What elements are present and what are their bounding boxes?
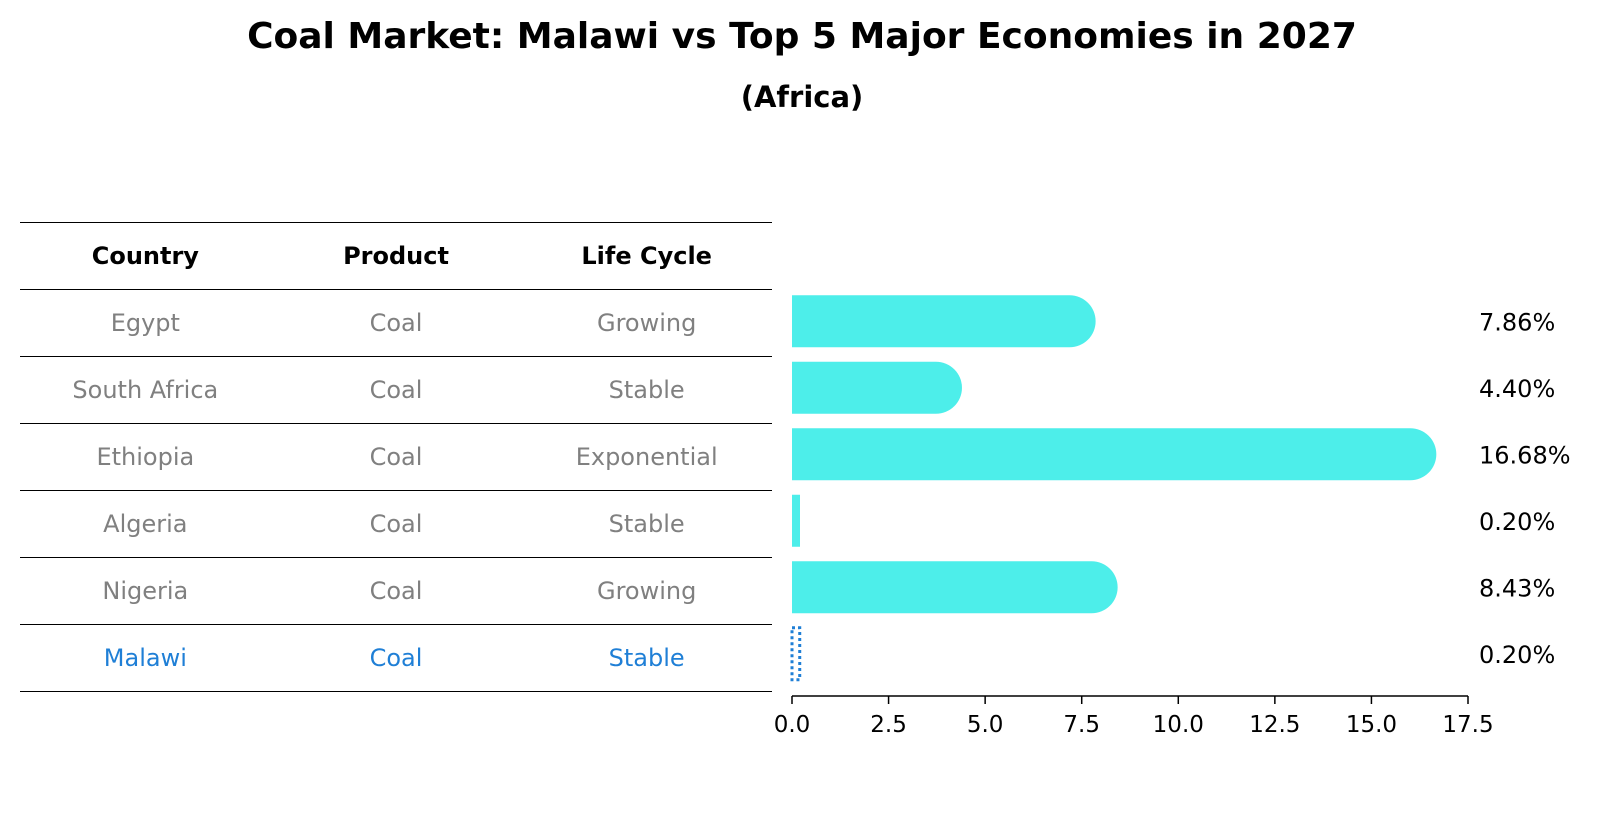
table-header-row: Country Product Life Cycle [20, 222, 772, 289]
table-row: Egypt Coal Growing [20, 289, 772, 356]
life-cycle-cell: Exponential [575, 443, 718, 471]
x-tick-label: 12.5 [1249, 712, 1300, 738]
life-cycle-cell: Growing [596, 577, 697, 605]
product-cell: Coal [369, 577, 423, 605]
value-label: 8.43% [1479, 574, 1555, 602]
x-tick-label: 17.5 [1442, 712, 1493, 738]
bar-egypt [792, 295, 1096, 348]
x-tick-label: 0.0 [774, 712, 811, 738]
product-cell: Coal [369, 510, 423, 538]
country-cell: Ethiopia [96, 443, 195, 471]
x-tick-label: 2.5 [870, 712, 907, 738]
chart-title: Coal Market: Malawi vs Top 5 Major Econo… [247, 16, 1357, 57]
header-life-cycle: Life Cycle [581, 242, 712, 270]
life-cycle-cell: Growing [596, 309, 697, 337]
bar-south-africa [792, 361, 962, 414]
bar-nigeria [792, 561, 1118, 614]
value-label: 0.20% [1479, 641, 1555, 669]
product-cell: Coal [369, 376, 423, 404]
x-tick-label: 5.0 [967, 712, 1004, 738]
bar-algeria [792, 494, 800, 547]
country-cell: Algeria [103, 510, 188, 538]
table-row: Ethiopia Coal Exponential [20, 423, 772, 490]
product-cell: Coal [369, 443, 423, 471]
table-row: Algeria Coal Stable [20, 490, 772, 557]
x-tick-label: 7.5 [1063, 712, 1100, 738]
value-label: 4.40% [1479, 375, 1555, 403]
product-cell: Coal [369, 309, 423, 337]
table-row: South Africa Coal Stable [20, 356, 772, 423]
country-table: Country Product Life Cycle Egypt Coal Gr… [20, 222, 772, 692]
country-cell: South Africa [72, 376, 219, 404]
product-cell: Coal [369, 644, 423, 672]
header-country: Country [91, 242, 199, 270]
life-cycle-cell: Stable [608, 510, 685, 538]
value-label: 16.68% [1479, 441, 1571, 469]
bar-ethiopia [792, 428, 1437, 481]
country-cell: Nigeria [102, 577, 189, 605]
x-tick-label: 10.0 [1153, 712, 1204, 738]
table-row-highlight: Malawi Coal Stable [20, 624, 772, 692]
table-row: Nigeria Coal Growing [20, 557, 772, 624]
value-label: 7.86% [1479, 308, 1555, 336]
life-cycle-cell: Stable [608, 644, 685, 672]
header-product: Product [343, 242, 449, 270]
x-tick-label: 15.0 [1346, 712, 1397, 738]
value-label: 0.20% [1479, 508, 1555, 536]
country-cell: Malawi [103, 644, 187, 672]
bar-malawi [790, 626, 802, 682]
chart-subtitle: (Africa) [740, 80, 864, 114]
country-cell: Egypt [110, 309, 180, 337]
life-cycle-cell: Stable [608, 376, 685, 404]
